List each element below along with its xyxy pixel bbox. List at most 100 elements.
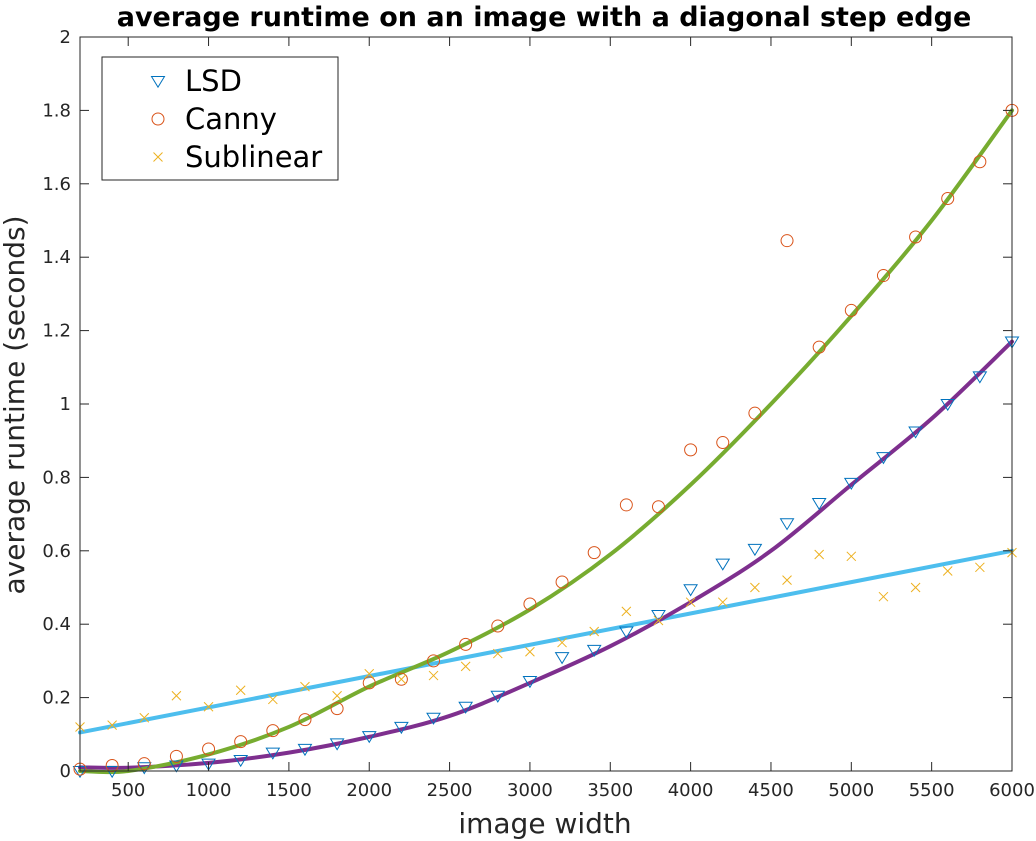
canny-point xyxy=(844,303,858,317)
canny-point xyxy=(459,637,473,651)
fit-curve-2 xyxy=(78,339,1014,770)
lsd-point xyxy=(554,652,570,665)
lsd-point xyxy=(104,765,120,779)
canny-point xyxy=(716,436,730,450)
y-tick-label: 0.2 xyxy=(42,688,71,709)
x-tick-label: 4500 xyxy=(748,780,794,801)
sublinear-point xyxy=(332,690,342,701)
x-tick-label: 6000 xyxy=(989,780,1035,801)
sublinear-point xyxy=(492,648,503,659)
sublinear-point xyxy=(750,582,760,593)
legend: LSD Canny Sublinear xyxy=(101,56,339,181)
legend-label-lsd: LSD xyxy=(185,64,242,98)
y-tick-label: 0.4 xyxy=(42,614,71,635)
sublinear-point xyxy=(814,549,825,560)
canny-point xyxy=(780,234,794,248)
canny-point xyxy=(362,676,376,690)
lsd-point xyxy=(715,558,731,571)
canny-point xyxy=(748,406,762,420)
x-tick-label: 5000 xyxy=(828,780,874,801)
lsd-point xyxy=(683,584,699,597)
lsd-point xyxy=(361,731,377,744)
legend-box xyxy=(101,56,339,181)
sublinear-point xyxy=(878,591,889,602)
fit-curve-1 xyxy=(78,548,1014,735)
canny-point xyxy=(234,735,248,749)
x-tick-label: 1500 xyxy=(266,780,312,801)
x-tick-label: 3000 xyxy=(507,780,553,801)
lsd-point xyxy=(779,518,795,531)
lsd-point xyxy=(908,426,923,439)
lsd-point xyxy=(876,452,891,465)
sublinear-point xyxy=(428,670,439,681)
y-tick-label: 0.8 xyxy=(42,467,71,488)
data-markers xyxy=(72,103,1020,779)
sublinear-point xyxy=(621,606,632,617)
canny-point xyxy=(876,269,890,283)
y-tick-label: 1.6 xyxy=(42,174,71,195)
canny-point xyxy=(909,230,923,244)
y-tick-label: 1.8 xyxy=(42,100,71,121)
sublinear-point xyxy=(910,582,921,593)
sublinear-point xyxy=(139,712,150,723)
fit-curve-3 xyxy=(78,108,1014,775)
sublinear-point xyxy=(557,637,567,648)
legend-marker-canny xyxy=(151,112,165,126)
lsd-point xyxy=(811,498,827,511)
sublinear-point xyxy=(396,674,407,685)
x-tick-label: 500 xyxy=(111,780,145,801)
canny-point xyxy=(651,500,665,514)
lsd-point xyxy=(458,701,474,714)
canny-point xyxy=(555,575,569,589)
y-axis-title: average runtime (seconds) xyxy=(0,216,31,595)
x-tick-label: 3500 xyxy=(587,780,633,801)
lsd-point xyxy=(201,758,216,771)
y-tick-label: 1 xyxy=(60,394,71,415)
lsd-point xyxy=(586,644,602,658)
canny-point xyxy=(619,498,633,512)
chart-title: average runtime on an image with a diago… xyxy=(117,2,972,33)
x-tick-label: 5500 xyxy=(909,780,955,801)
legend-marker-sublinear xyxy=(153,152,163,162)
canny-point xyxy=(491,619,505,633)
sublinear-point xyxy=(107,720,117,730)
lsd-point xyxy=(393,721,409,735)
canny-point xyxy=(684,443,698,457)
axis-ticks: 500 1000 1500 2000 2500 3000 3500 4000 4500 5000 5… xyxy=(42,27,1035,801)
canny-point xyxy=(298,713,312,727)
lsd-point xyxy=(297,743,313,757)
lsd-point xyxy=(265,747,281,760)
sublinear-point xyxy=(171,690,182,701)
sublinear-point xyxy=(846,551,857,562)
lsd-point xyxy=(940,398,956,412)
canny-point xyxy=(137,757,151,771)
x-tick-label: 2500 xyxy=(427,780,473,801)
lsd-point xyxy=(843,477,859,491)
lsd-point xyxy=(169,760,184,773)
x-tick-label: 4000 xyxy=(668,780,714,801)
legend-label-sublinear: Sublinear xyxy=(185,140,322,174)
lsd-point xyxy=(747,543,763,557)
sublinear-point xyxy=(653,615,664,626)
sublinear-point xyxy=(300,681,310,692)
fit-curves xyxy=(78,108,1014,775)
sublinear-point xyxy=(460,661,471,672)
sublinear-point xyxy=(782,575,792,586)
canny-point xyxy=(973,155,987,169)
y-tick-label: 1.2 xyxy=(42,321,71,342)
canny-point xyxy=(266,724,280,738)
sublinear-point xyxy=(525,646,535,657)
sublinear-point xyxy=(235,685,246,696)
y-tick-label: 0 xyxy=(60,761,71,782)
canny-point xyxy=(202,742,216,756)
canny-point xyxy=(394,672,408,686)
y-tick-label: 2 xyxy=(60,27,71,48)
sublinear-point xyxy=(717,597,728,608)
sublinear-point xyxy=(203,701,214,712)
canny-point xyxy=(587,546,601,560)
x-axis-title: image width xyxy=(458,807,631,840)
legend-label-canny: Canny xyxy=(185,102,277,136)
x-tick-label: 2000 xyxy=(346,780,392,801)
lsd-point xyxy=(233,754,249,768)
